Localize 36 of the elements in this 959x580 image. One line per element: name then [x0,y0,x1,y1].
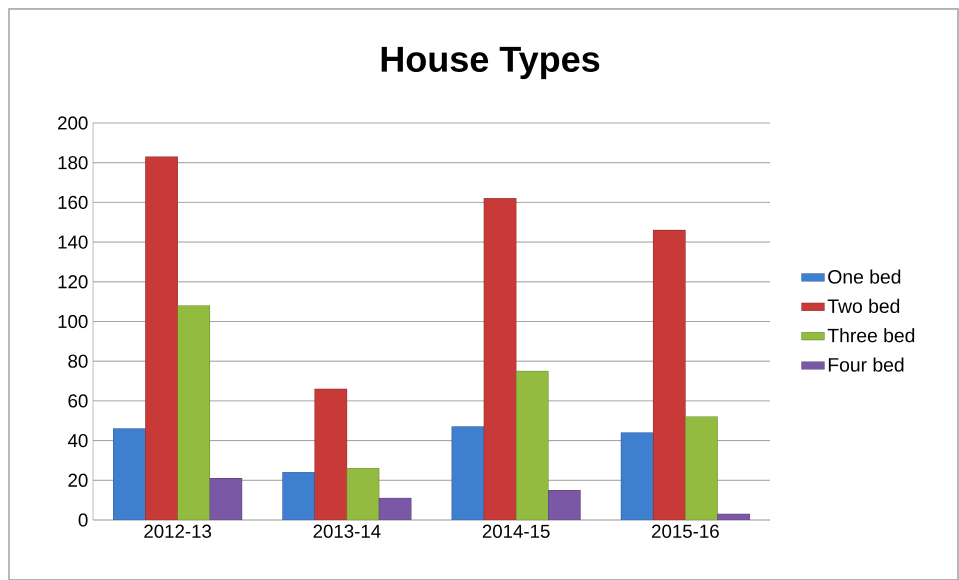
y-tick-label: 0 [78,513,88,527]
bar [346,468,380,520]
bar [717,514,750,520]
bar [620,432,654,520]
bar [652,230,686,520]
bar [113,428,146,520]
y-tick-label: 160 [58,196,88,209]
legend-label: Four bed [828,357,904,372]
y-tick-label: 200 [58,116,88,130]
bar [516,370,549,520]
x-tick-label: 2015-16 [652,524,719,538]
x-tick-label: 2014-15 [482,524,550,538]
chart-title: House Types [382,46,600,80]
bar [685,416,718,520]
bar [378,498,412,520]
bar [548,490,581,520]
bar [177,305,210,520]
bar [452,426,484,520]
y-tick-label: 80 [68,354,88,368]
legend-label: Two bed [828,298,900,314]
legend-label: Three bed [828,328,914,342]
bar [484,198,516,520]
bar [145,156,178,520]
bar [210,478,242,520]
y-tick-label: 40 [68,434,88,448]
y-tick-label: 100 [58,314,88,328]
y-tick-label: 140 [58,235,88,249]
y-tick-label: 120 [58,275,88,288]
x-tick-label: 2013-14 [314,524,381,538]
x-tick-label: 2012-13 [144,524,212,538]
legend-label: One bed [828,269,900,284]
bar [314,388,348,520]
y-tick-label: 60 [68,394,88,408]
y-tick-label: 20 [68,474,88,487]
y-tick-label: 180 [58,156,88,170]
bar [282,472,315,520]
